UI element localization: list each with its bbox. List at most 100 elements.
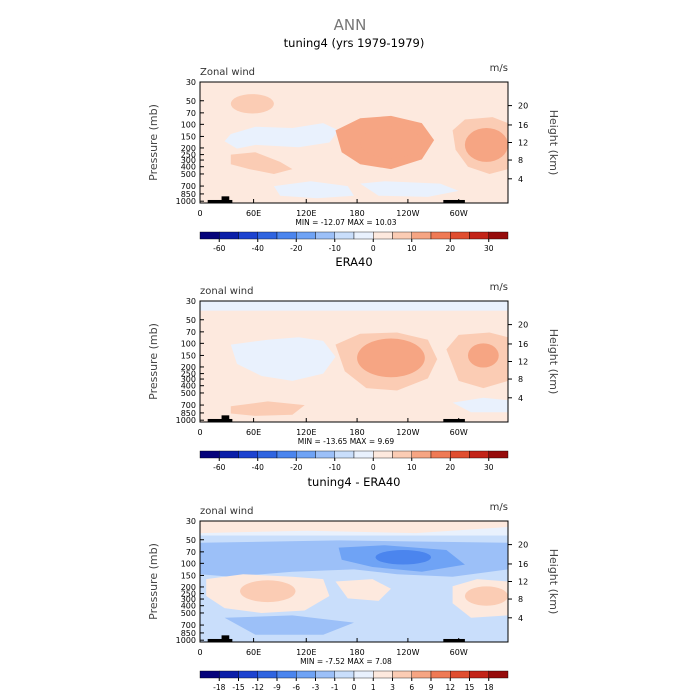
- y-tick-label: 400: [181, 163, 196, 172]
- height-tick-label: 8: [518, 156, 523, 165]
- region-lower-easterly: [224, 615, 354, 635]
- y-tick-label: 200: [181, 583, 196, 592]
- height-tick-label: 8: [518, 595, 523, 604]
- units-label: m/s: [490, 502, 508, 513]
- x-tick-label: 180: [349, 428, 364, 437]
- height-tick-label: 4: [518, 175, 523, 184]
- y-tick-label: 500: [181, 170, 196, 179]
- y-tick-label: 50: [186, 97, 196, 106]
- y-tick-label: 50: [186, 316, 196, 325]
- colorbar-label: 3: [390, 683, 395, 692]
- y-tick-label: 1000: [176, 197, 196, 206]
- y-tick-label: 70: [186, 548, 196, 557]
- colorbar-swatch: [219, 450, 239, 459]
- x-tick-label: 60E: [246, 648, 261, 657]
- colorbar-swatch: [488, 450, 509, 459]
- y-tick-label: 100: [181, 339, 196, 348]
- panel-tuning4: tuning4 (yrs 1979-1979) Zonal wind m/s 30 50…: [147, 36, 560, 253]
- colorbar-label: 10: [407, 463, 417, 472]
- x-tick-label: 120E: [296, 428, 316, 437]
- colorbar-swatch: [257, 231, 278, 240]
- colorbar-swatch: [238, 450, 258, 459]
- height-tick-label: 16: [518, 340, 528, 349]
- x-tick-label: 60W: [450, 209, 468, 218]
- y-tick-label: 850: [181, 409, 196, 418]
- colorbar-swatch: [238, 670, 258, 679]
- y-axis-right: 20 16 12 8 4: [508, 102, 528, 184]
- colorbar-label: 9: [429, 683, 434, 692]
- colorbar-label: 0: [352, 683, 357, 692]
- colorbar-swatch: [488, 670, 509, 679]
- x-axis: 0 60E 120E 180 120W 60W: [197, 199, 468, 218]
- height-tick-label: 20: [518, 541, 528, 550]
- region-stratospheric-easterly: [200, 301, 508, 311]
- colorbar-label: -6: [293, 683, 301, 692]
- colorbar-swatch: [488, 231, 509, 240]
- colorbar-swatch: [296, 670, 316, 679]
- height-tick-label: 20: [518, 102, 528, 111]
- y-tick-label: 250: [181, 370, 196, 379]
- height-tick-label: 12: [518, 358, 528, 367]
- colorbar-swatch: [276, 450, 297, 459]
- region-dateline-jet-core: [357, 338, 425, 378]
- topography: [207, 196, 465, 203]
- colorbar-swatch: [238, 231, 258, 240]
- region-east-pacific-easterly: [360, 181, 459, 197]
- units-label: m/s: [490, 282, 508, 293]
- y-tick-label: 250: [181, 151, 196, 160]
- colorbar-swatch: [411, 670, 432, 679]
- height-tick-label: 8: [518, 375, 523, 384]
- colorbar-label: 10: [407, 244, 417, 253]
- colorbar-swatch: [411, 231, 432, 240]
- colorbar-label: -60: [213, 463, 225, 472]
- contour-field: [200, 82, 508, 203]
- colorbar-swatch: [257, 670, 278, 679]
- colorbar-swatch: [392, 670, 412, 679]
- colorbar-swatch: [257, 450, 278, 459]
- x-tick-label: 120W: [396, 428, 419, 437]
- colorbar-swatch: [430, 450, 451, 459]
- y-tick-label: 400: [181, 602, 196, 611]
- colorbar-swatch: [469, 670, 489, 679]
- y-axis-label: Pressure (mb): [147, 104, 160, 181]
- panel-title: tuning4 (yrs 1979-1979): [284, 36, 425, 50]
- y-tick-label: 300: [181, 156, 196, 165]
- region-60w-jet-core: [464, 127, 508, 162]
- y-tick-label: 70: [186, 109, 196, 118]
- min-max-stats: MIN = -7.52 MAX = 7.08: [300, 657, 392, 666]
- units-label: m/s: [490, 63, 508, 74]
- figure-title: ANN: [334, 16, 367, 34]
- variable-label: zonal wind: [200, 506, 253, 517]
- region-upper-trop-band-easterly: [224, 123, 339, 149]
- colorbar-label: 6: [409, 683, 414, 692]
- y-axis-label: Pressure (mb): [147, 543, 160, 620]
- y-tick-label: 700: [181, 621, 196, 630]
- region-top-layer-stronger: [200, 521, 508, 534]
- colorbar-label: 15: [465, 683, 475, 692]
- colorbar-swatch: [199, 450, 220, 459]
- colorbar-label: -10: [329, 244, 341, 253]
- colorbar-label: -15: [232, 683, 244, 692]
- y-tick-label: 250: [181, 590, 196, 599]
- contour-field: [200, 301, 508, 422]
- y-tick-label: 150: [181, 351, 196, 360]
- colorbar-label: 30: [484, 463, 494, 472]
- x-tick-label: 60W: [450, 428, 468, 437]
- x-tick-label: 60W: [450, 648, 468, 657]
- y-tick-label: 50: [186, 536, 196, 545]
- y-tick-label: 300: [181, 375, 196, 384]
- height-tick-label: 16: [518, 560, 528, 569]
- height-tick-label: 20: [518, 321, 528, 330]
- height-tick-label: 16: [518, 121, 528, 130]
- x-tick-label: 0: [197, 648, 202, 657]
- colorbar-swatch: [469, 450, 489, 459]
- contour-field: [200, 521, 508, 642]
- colorbar-label: 18: [484, 683, 494, 692]
- colorbar-swatch: [334, 450, 355, 459]
- colorbar-label: 20: [445, 463, 455, 472]
- x-tick-label: 120E: [296, 648, 316, 657]
- x-tick-label: 0: [197, 428, 202, 437]
- colorbar: -18 -15 -12 -9 -6 -3 -1 0 1 3 6 9 12 15 18: [199, 670, 509, 692]
- x-tick-label: 180: [349, 648, 364, 657]
